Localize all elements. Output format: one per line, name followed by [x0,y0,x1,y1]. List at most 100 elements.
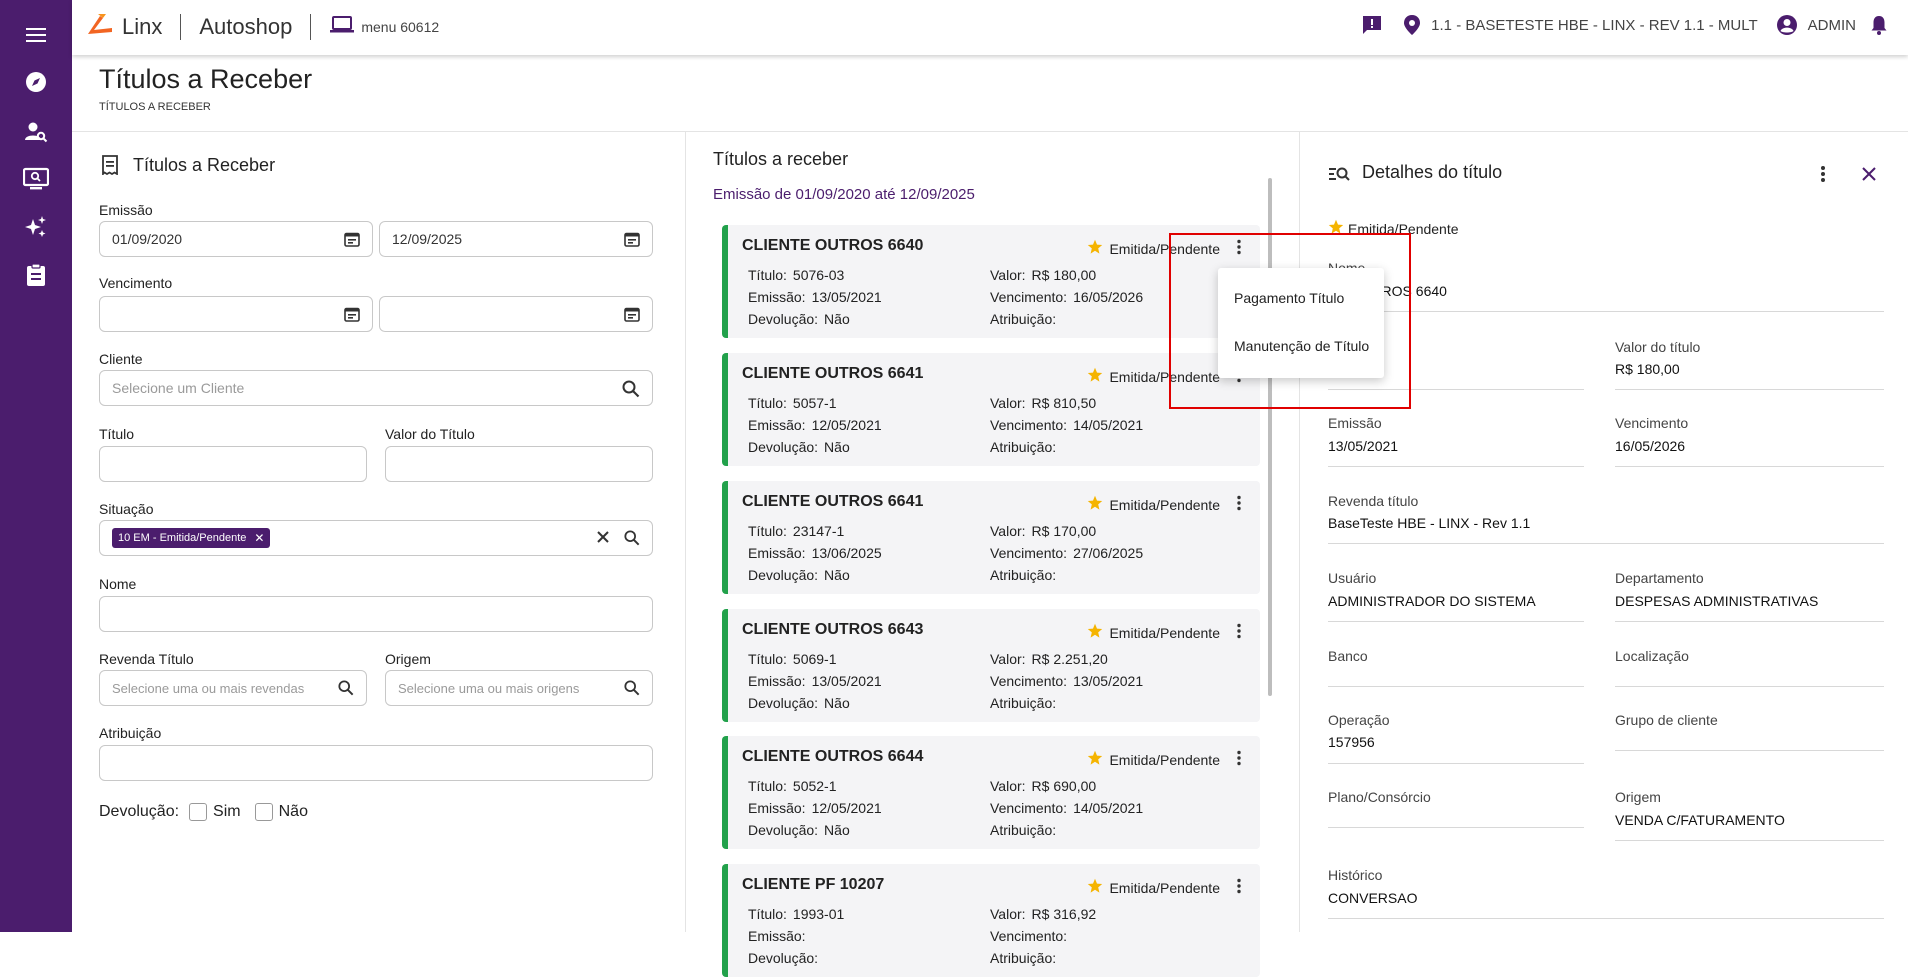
clear-icon[interactable] [596,530,610,547]
emissao-to-field[interactable]: 12/09/2025 [379,221,653,257]
vencimento-from-field[interactable] [99,296,373,332]
star-icon [1087,495,1103,514]
result-card[interactable]: CLIENTE OUTROS 6640 Emitida/Pendente Títul… [722,225,1260,338]
bell-icon[interactable] [1870,14,1888,36]
chip-remove-icon[interactable]: ✕ [254,531,265,545]
detail-operacao-label: Operação [1328,712,1390,728]
titulo-input[interactable] [99,446,367,482]
detail-vencimento-value: 16/05/2026 [1615,438,1686,454]
card-field-value: 5076-03 [792,267,845,283]
details-status: Emitida/Pendente [1328,219,1459,238]
result-card[interactable]: CLIENTE OUTROS 6644 Emitida/Pendente Títul… [722,736,1260,849]
card-field-titulo: Título: 5069-1 [748,651,837,667]
detail-divider [1328,389,1584,390]
more-vertical-icon[interactable] [1236,623,1242,644]
card-field-value: R$ 170,00 [1031,523,1097,539]
detail-grupo-label: Grupo de cliente [1615,712,1718,728]
card-status: Emitida/Pendente [1087,495,1220,514]
sparkles-icon[interactable] [20,211,52,243]
result-card[interactable]: CLIENTE OUTROS 6641 Emitida/Pendente Títul… [722,353,1260,466]
more-vertical-icon[interactable] [1236,495,1242,516]
result-card[interactable]: CLIENTE OUTROS 6641 Emitida/Pendente Títul… [722,481,1260,594]
calendar-icon[interactable] [344,306,360,322]
card-field-atribuicao: Atribuição: [990,950,1062,966]
more-vertical-icon[interactable] [1820,165,1826,188]
clipboard-icon[interactable] [20,259,52,291]
emissao-from-field[interactable]: 01/09/2020 [99,221,373,257]
page-header: Títulos a Receber TÍTULOS A RECEBER [99,64,312,113]
more-vertical-icon[interactable] [1236,750,1242,771]
card-field-vencimento: Vencimento: 27/06/2025 [990,545,1143,561]
vencimento-to-field[interactable] [379,296,653,332]
star-icon [1328,219,1344,238]
nao-checkbox[interactable] [254,803,273,821]
details-title: Detalhes do título [1362,162,1503,182]
result-card[interactable]: CLIENTE OUTROS 6643 Emitida/Pendente Títul… [722,609,1260,722]
origem-input[interactable]: Selecione uma ou mais origens [385,670,653,706]
menu-item-manutencao[interactable]: Manutenção de Título [1234,338,1370,354]
atribuicao-input[interactable] [99,745,653,781]
user-search-icon[interactable] [20,116,52,148]
card-status-label: Emitida/Pendente [1109,879,1220,896]
search-icon[interactable] [624,530,640,546]
menu-item-pagamento[interactable]: Pagamento Título [1234,290,1345,306]
search-icon[interactable] [624,680,640,696]
situacao-select[interactable]: 10 EM - Emitida/Pendente ✕ [99,520,653,556]
card-client-name: CLIENTE OUTROS 6644 [742,748,924,765]
card-field-value: 12/05/2021 [811,417,882,433]
search-icon[interactable] [338,680,354,696]
card-status-label: Emitida/Pendente [1109,624,1220,641]
card-field-atribuicao: Atribuição: [990,567,1062,583]
valor-input[interactable] [385,446,653,482]
menu-icon[interactable] [20,19,52,51]
vencimento-label: Vencimento [99,275,173,291]
results-scrollbar[interactable] [1268,178,1272,696]
card-field-label: Devolução: [748,311,819,327]
more-vertical-icon[interactable] [1236,239,1242,260]
close-icon[interactable] [1861,166,1877,187]
emissao-to-value: 12/09/2025 [392,231,463,247]
card-field-value: R$ 2.251,20 [1031,651,1108,667]
card-field-label: Emissão: [748,800,806,816]
user-avatar-icon[interactable] [1776,14,1798,36]
compass-icon[interactable] [20,66,52,98]
card-status: Emitida/Pendente [1087,367,1220,386]
emissao-from-value: 01/09/2020 [112,231,183,247]
star-icon [1087,750,1103,769]
brand[interactable]: Linx Autoshop menu 60612 [86,12,439,42]
emissao-label: Emissão [99,202,153,218]
details-search-icon [1328,165,1350,188]
calendar-icon[interactable] [624,306,640,322]
calendar-icon[interactable] [624,231,640,247]
star-icon [1087,239,1103,258]
feedback-icon[interactable] [1361,14,1383,36]
detail-historico-label: Histórico [1328,867,1383,883]
card-field-titulo: Título: 5057-1 [748,395,837,411]
card-field-titulo: Título: 5076-03 [748,267,844,283]
user-name[interactable]: ADMIN [1807,16,1856,34]
nome-input[interactable] [99,596,653,632]
detail-emissao-value: 13/05/2021 [1328,438,1399,454]
details-panel [1300,131,1908,932]
monitor-search-icon[interactable] [20,163,52,195]
card-field-label: Atribuição: [990,311,1057,327]
card-field-valor: Valor: R$ 180,00 [990,267,1096,283]
location-selector[interactable]: 1.1 - BASETESTE HBE - LINX - REV 1.1 - M… [1431,16,1758,34]
menu-code: menu 60612 [361,19,440,35]
card-status-label: Emitida/Pendente [1109,368,1220,385]
results-period: Emissão de 01/09/2020 até 12/09/2025 [713,186,975,203]
situacao-chip[interactable]: 10 EM - Emitida/Pendente ✕ [112,528,271,548]
devolucao-group: Devolução: Sim Não [99,803,308,821]
calendar-icon[interactable] [344,231,360,247]
card-field-value: 13/05/2021 [811,289,882,305]
result-card[interactable]: CLIENTE PF 10207 Emitida/Pendente Título: 1… [722,864,1260,977]
more-vertical-icon[interactable] [1236,878,1242,899]
cliente-input[interactable]: Selecione um Cliente [99,370,653,406]
detail-divider [1328,763,1584,764]
card-field-value: R$ 180,00 [1031,267,1097,283]
revenda-input[interactable]: Selecione uma ou mais revendas [99,670,367,706]
card-status-label: Emitida/Pendente [1109,751,1220,768]
sim-checkbox[interactable] [189,803,208,821]
nao-label: Não [278,803,308,820]
search-icon[interactable] [622,380,640,398]
